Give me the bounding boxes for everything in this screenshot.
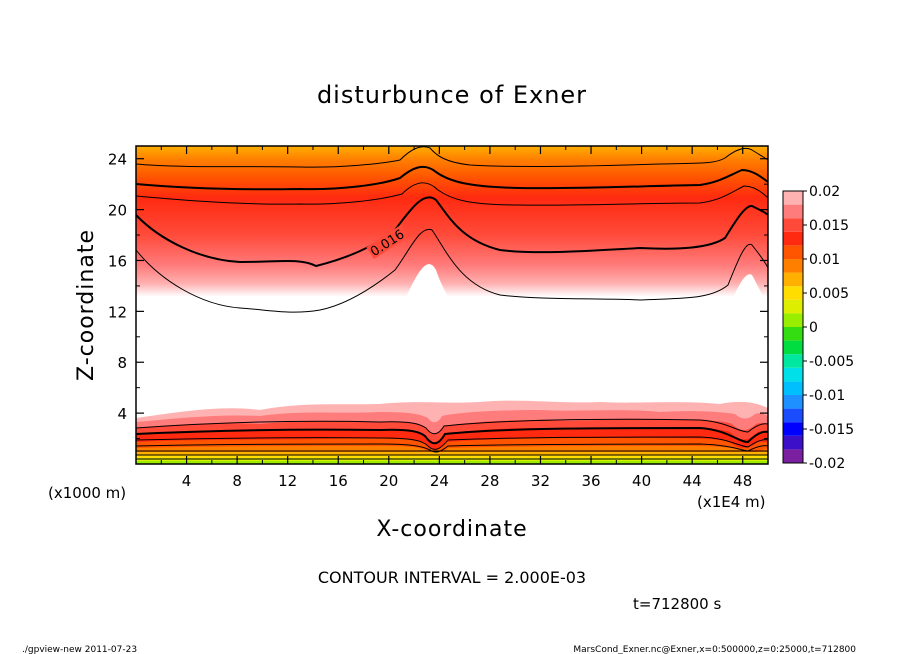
colorbar-swatch xyxy=(783,435,803,450)
field-white-region xyxy=(136,264,768,421)
x-tick-label: 4 xyxy=(182,472,192,490)
colorbar-swatch xyxy=(783,408,803,423)
colorbar-swatch xyxy=(783,299,803,314)
colorbar-label: 0.02 xyxy=(809,184,840,200)
y-tick-label: 12 xyxy=(108,303,127,321)
time-label: t=712800 s xyxy=(633,595,721,613)
contour-lines xyxy=(136,146,768,313)
x-tick-label: 48 xyxy=(733,472,752,490)
x-tick-label: 12 xyxy=(278,472,297,490)
x-tick-label: 40 xyxy=(632,472,651,490)
colorbar-swatch xyxy=(783,191,803,205)
x-tick-label: 44 xyxy=(683,472,702,490)
colorbar-swatch xyxy=(783,204,803,219)
x-tick-label: 8 xyxy=(232,472,242,490)
x-tick-label: 20 xyxy=(379,472,398,490)
colorbar: 0.02 0.015 0.01 0.005 0 -0.005 -0.01 -0.015 -0.0… xyxy=(783,184,854,472)
y-tick-label: 16 xyxy=(108,252,127,270)
y-tick-label: 24 xyxy=(108,151,127,169)
x-tick-label: 24 xyxy=(430,472,449,490)
colorbar-label: 0.005 xyxy=(809,286,849,302)
colorbar-label: -0.005 xyxy=(809,354,854,370)
colorbar-swatch xyxy=(783,259,803,273)
colorbar-label: -0.015 xyxy=(809,422,854,438)
plot-frame xyxy=(135,145,769,465)
chart-title: disturbunce of Exner xyxy=(317,81,587,109)
x-tick-label: 36 xyxy=(581,472,600,490)
colorbar-swatch xyxy=(783,245,803,259)
colorbar-label: 0.01 xyxy=(809,252,840,268)
colorbar-swatch xyxy=(783,367,803,382)
x-tick-label: 32 xyxy=(531,472,550,490)
colorbar-label: 0.015 xyxy=(809,218,849,234)
footer-left: ./gpview-new 2011-07-23 xyxy=(22,645,137,654)
colorbar-swatch xyxy=(783,449,803,463)
x-tick-label: 16 xyxy=(329,472,348,490)
colorbar-label: -0.01 xyxy=(809,388,845,404)
colorbar-label: -0.02 xyxy=(809,456,845,472)
colorbar-frame xyxy=(782,190,804,464)
colorbar-swatch xyxy=(783,313,803,327)
x-tick-label: 28 xyxy=(480,472,499,490)
colorbar-label: 0 xyxy=(809,320,818,336)
colorbar-swatch xyxy=(783,272,803,287)
colorbar-swatch xyxy=(783,327,803,341)
colorbar-swatch xyxy=(783,340,803,355)
colorbar-swatch xyxy=(783,218,803,232)
y-axis-label: Z-coordinate xyxy=(74,229,99,381)
y-tick-label: 4 xyxy=(117,405,127,423)
colorbar-swatch xyxy=(783,422,803,436)
lower-contour-lines xyxy=(136,418,768,460)
y-tick-label: 8 xyxy=(117,354,127,372)
colorbar-swatch xyxy=(783,354,803,368)
colorbar-swatch xyxy=(783,231,803,246)
colorbar-swatch xyxy=(783,286,803,300)
colorbar-swatch xyxy=(783,395,803,409)
contour-interval: CONTOUR INTERVAL = 2.000E-03 xyxy=(318,568,586,587)
plot-area: 0.016 xyxy=(136,146,768,464)
y-unit-label: (x1000 m) xyxy=(48,484,126,502)
colorbar-swatch xyxy=(783,381,803,395)
x-axis-label: X-coordinate xyxy=(376,517,527,542)
x-unit-label: (x1E4 m) xyxy=(697,493,766,511)
y-tick-label: 20 xyxy=(108,202,127,220)
footer-right: MarsCond_Exner.nc@Exner,x=0:500000,z=0:2… xyxy=(573,645,856,654)
